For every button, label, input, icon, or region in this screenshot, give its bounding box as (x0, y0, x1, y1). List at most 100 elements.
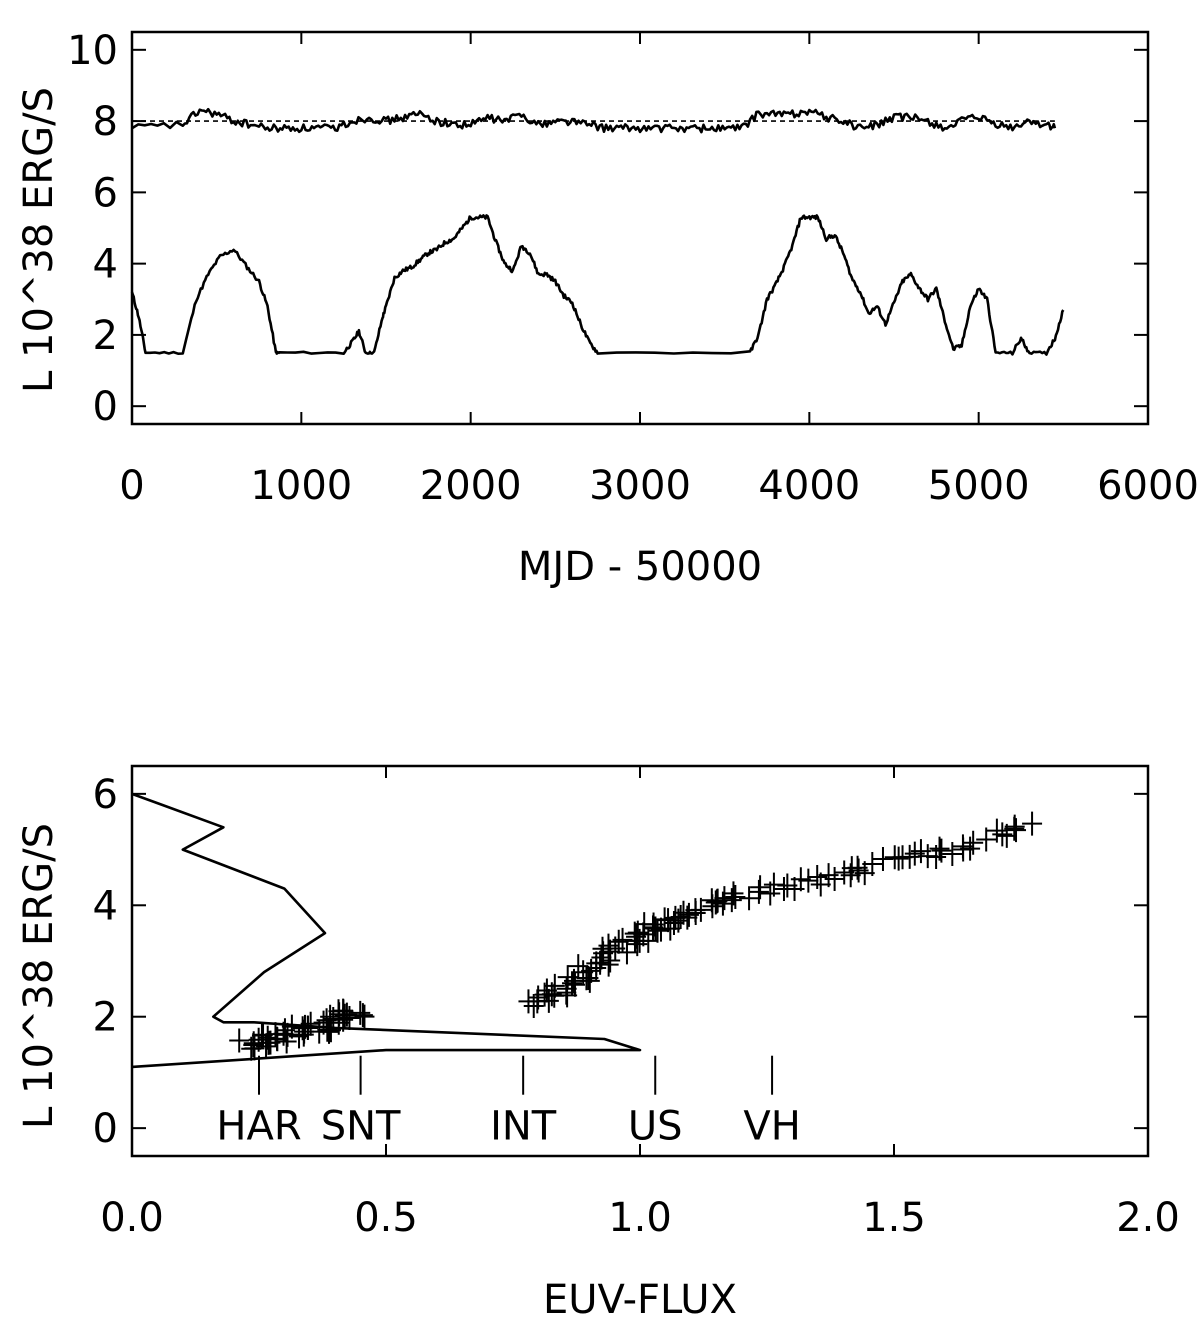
data-point-cross (910, 839, 931, 864)
bottom-x-tick-label: 1.5 (862, 1195, 926, 1241)
data-point-cross (668, 908, 689, 933)
data-point-cross (848, 858, 869, 883)
data-point-cross (329, 1002, 350, 1027)
series-line-lower (130, 214, 1065, 356)
top-x-tick-label: 3000 (589, 463, 691, 509)
bottom-x-tick-label: 1.0 (608, 1195, 672, 1241)
data-point-cross (643, 915, 664, 940)
data-point-cross (760, 881, 781, 906)
bottom-y-tick-label: 0 (93, 1106, 118, 1152)
data-point-cross (725, 885, 746, 910)
bottom-panel-luminosity-vs-euv: 0.0 0.5 1.0 1.5 2.0 0 2 4 6 HAR SNT INT US VH EUV-FL… (16, 764, 1180, 1321)
data-point-cross (748, 879, 769, 904)
data-point-cross (952, 834, 973, 859)
bottom-x-tick-label: 0.5 (354, 1195, 418, 1241)
data-point-cross (963, 830, 984, 855)
data-point-cross (899, 844, 920, 869)
bottom-plot-frame (130, 764, 1150, 1158)
data-point-cross (810, 872, 831, 897)
data-point-cross (352, 1003, 373, 1028)
data-point-cross (292, 1016, 313, 1041)
top-y-tick-label: 10 (67, 28, 118, 74)
data-point-cross (712, 891, 733, 916)
data-point-cross (318, 1019, 339, 1044)
data-point-cross (573, 960, 594, 985)
bottom-x-tick-label: 0.0 (100, 1195, 164, 1241)
data-point-cross (248, 1027, 269, 1052)
data-point-cross (523, 994, 544, 1019)
top-x-axis-title: MJD - 50000 (518, 544, 762, 590)
top-panel-luminosity-vs-time: 0 1000 2000 3000 4000 5000 6000 0 2 4 6 8 10 MJD - 5… (16, 28, 1199, 590)
top-y-tick-label: 6 (93, 170, 118, 216)
top-x-tick-label: 6000 (1097, 463, 1199, 509)
histogram-outline (131, 792, 642, 1069)
data-point-cross (600, 939, 621, 964)
data-point-cross (670, 904, 691, 929)
data-point-cross (1006, 818, 1027, 843)
data-point-cross (976, 827, 997, 852)
data-point-cross (638, 928, 659, 953)
top-x-tick-label: 4000 (758, 463, 860, 509)
data-point-cross (320, 1004, 341, 1029)
data-point-cross (739, 886, 760, 911)
data-point-cross (350, 1000, 371, 1025)
top-y-tick-label: 4 (93, 242, 118, 288)
top-x-tick-label: 0 (119, 463, 144, 509)
data-point-cross (798, 868, 819, 893)
bottom-y-axis-title: L 10^38 ERG/S (16, 823, 62, 1129)
bottom-axis-ticks: 0.0 0.5 1.0 1.5 2.0 0 2 4 6 (93, 766, 1180, 1241)
top-axis-ticks: 0 1000 2000 3000 4000 5000 6000 0 2 4 6 8 10 (67, 28, 1199, 509)
top-data-marks (130, 107, 1065, 356)
data-point-cross (300, 1011, 321, 1036)
data-point-cross (723, 881, 744, 906)
data-point-cross (568, 954, 589, 979)
data-point-cross (888, 846, 909, 871)
data-point-cross (777, 873, 798, 898)
top-x-tick-label: 2000 (420, 463, 522, 509)
data-point-cross (243, 1032, 264, 1057)
data-point-cross (258, 1030, 279, 1055)
data-point-cross (334, 1003, 355, 1028)
data-point-cross (576, 966, 597, 991)
data-point-cross (354, 1004, 375, 1029)
state-label: SNT (321, 1103, 401, 1149)
data-point-cross (986, 818, 1007, 843)
bottom-x-tick-label: 2.0 (1116, 1195, 1180, 1241)
data-point-cross (634, 912, 655, 937)
top-y-tick-label: 0 (93, 384, 118, 430)
data-point-cross (616, 940, 637, 965)
top-plot-frame (130, 30, 1150, 426)
data-point-cross (942, 841, 963, 866)
data-point-cross (544, 973, 565, 998)
data-point-cross (750, 875, 771, 900)
bottom-y-tick-label: 2 (93, 995, 118, 1041)
state-label: HAR (216, 1103, 301, 1149)
bottom-x-axis-title: EUV-FLUX (543, 1277, 737, 1321)
top-y-tick-label: 8 (93, 99, 118, 145)
bottom-y-tick-label: 4 (93, 883, 118, 929)
data-point-cross (1022, 811, 1043, 836)
data-point-cross (721, 888, 742, 913)
data-point-cross (926, 845, 947, 870)
data-point-cross (598, 933, 619, 958)
data-point-cross (229, 1028, 250, 1053)
data-point-cross (992, 822, 1013, 847)
data-point-cross (654, 907, 675, 932)
data-point-cross (339, 1005, 360, 1030)
top-y-tick-label: 2 (93, 313, 118, 359)
data-point-cross (862, 852, 883, 877)
data-point-cross (1004, 814, 1025, 839)
state-label: INT (490, 1103, 557, 1149)
data-point-cross (931, 838, 952, 863)
top-x-tick-label: 5000 (928, 463, 1030, 509)
top-y-axis-title: L 10^38 ERG/S (16, 87, 62, 393)
data-point-cross (701, 888, 722, 913)
series-line-upper (131, 107, 1057, 134)
state-label: VH (743, 1103, 800, 1149)
state-label: US (628, 1103, 683, 1149)
bottom-data-marks: HAR SNT INT US VH (131, 792, 1043, 1149)
data-point-cross (685, 900, 706, 925)
data-point-cross (562, 971, 583, 996)
data-point-cross (847, 855, 868, 880)
